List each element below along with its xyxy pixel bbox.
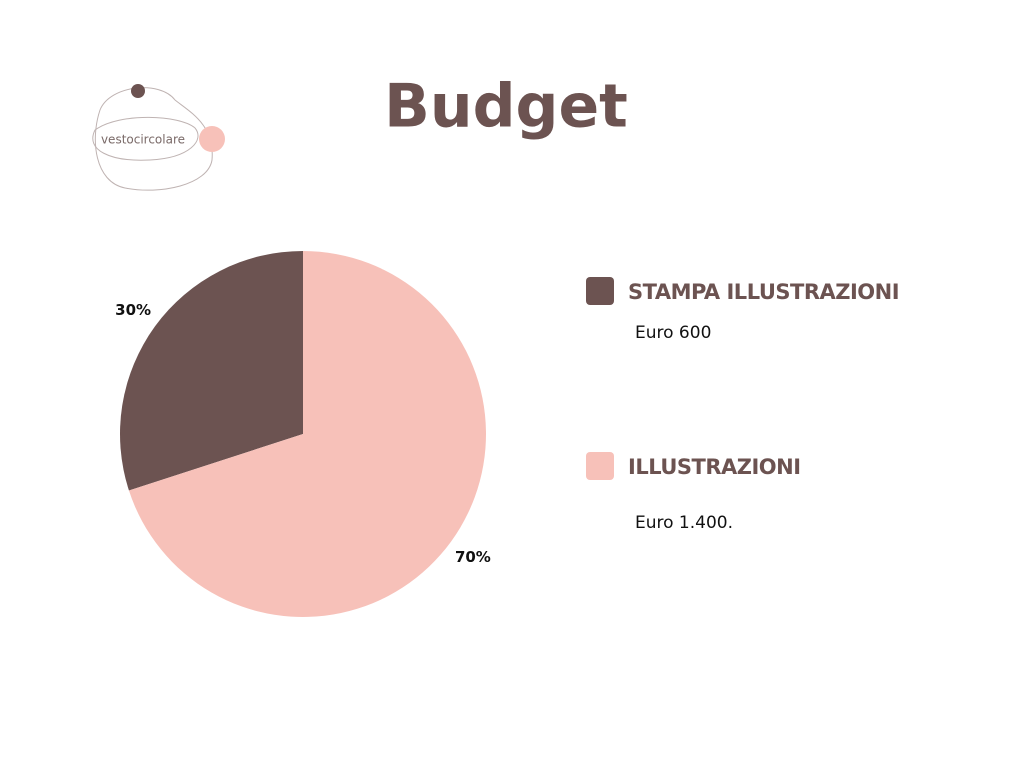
legend-label: ILLUSTRAZIONI xyxy=(628,455,801,479)
legend-description: Euro 600 xyxy=(635,323,711,343)
value-label: 70% xyxy=(455,548,491,566)
legend: STAMPA ILLUSTRAZIONI Euro 600 ILLUSTRAZION… xyxy=(586,277,900,533)
chart-title: Budget xyxy=(384,72,628,142)
legend-swatch xyxy=(586,452,614,480)
legend-label: STAMPA ILLUSTRAZIONI xyxy=(628,280,899,304)
value-label: 30% xyxy=(115,301,151,319)
logo-outline xyxy=(92,116,199,161)
logo: vestocircolare xyxy=(92,84,225,191)
logo-dot xyxy=(131,84,145,98)
logo-dot xyxy=(199,126,225,152)
logo-outline xyxy=(94,87,213,191)
logo-text: vestocircolare xyxy=(101,133,185,147)
pie-slice xyxy=(119,251,303,491)
legend-swatch xyxy=(586,277,614,305)
pie-slice xyxy=(128,251,486,617)
pie-chart: 30% 70% xyxy=(115,251,491,617)
legend-description: Euro 1.400. xyxy=(635,513,733,533)
